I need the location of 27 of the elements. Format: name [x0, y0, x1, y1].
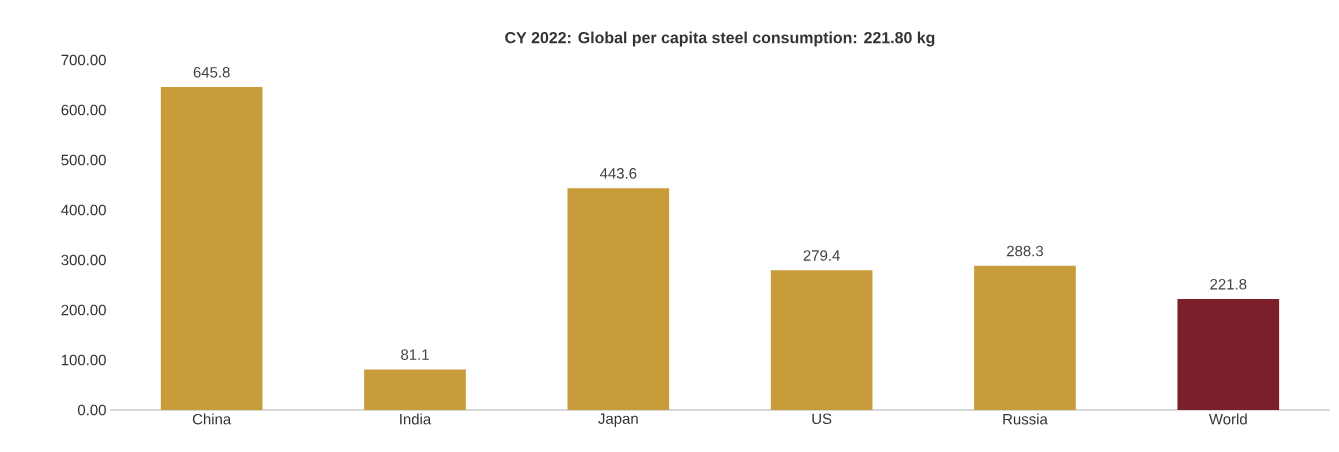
bar	[567, 188, 670, 410]
y-tick-label: 400.00	[61, 204, 106, 216]
y-tick-label: 100.00	[61, 354, 106, 366]
x-tick-label: China	[192, 413, 232, 425]
data-label: 645.8	[193, 67, 230, 78]
x-tick-label: Japan	[598, 413, 638, 427]
data-label: 221.8	[1210, 279, 1247, 290]
bar	[974, 265, 1076, 410]
y-tick-label: 300.00	[61, 254, 106, 266]
data-label: 443.6	[599, 168, 637, 179]
data-label: 81.1	[401, 349, 429, 360]
y-tick-label: 700.00	[61, 54, 106, 66]
bar	[160, 87, 263, 410]
x-tick-label: India	[400, 413, 432, 425]
chart-title: CY 2022: Global per capita steel consumption: 221.80 kg	[505, 31, 935, 47]
x-tick-label: Russia	[1003, 413, 1048, 425]
x-tick-label: US	[812, 413, 832, 425]
bar	[364, 369, 466, 410]
x-tick-label: World	[1208, 413, 1247, 425]
data-label: 288.3	[1007, 245, 1044, 257]
data-label: 279.4	[803, 250, 840, 261]
bar	[770, 270, 873, 410]
y-tick-label: 600.00	[61, 104, 106, 116]
bar	[1177, 299, 1280, 410]
y-tick-label: 500.00	[61, 154, 106, 166]
y-tick-label: 200.00	[61, 304, 106, 316]
y-tick-label: 0.00	[77, 404, 106, 416]
